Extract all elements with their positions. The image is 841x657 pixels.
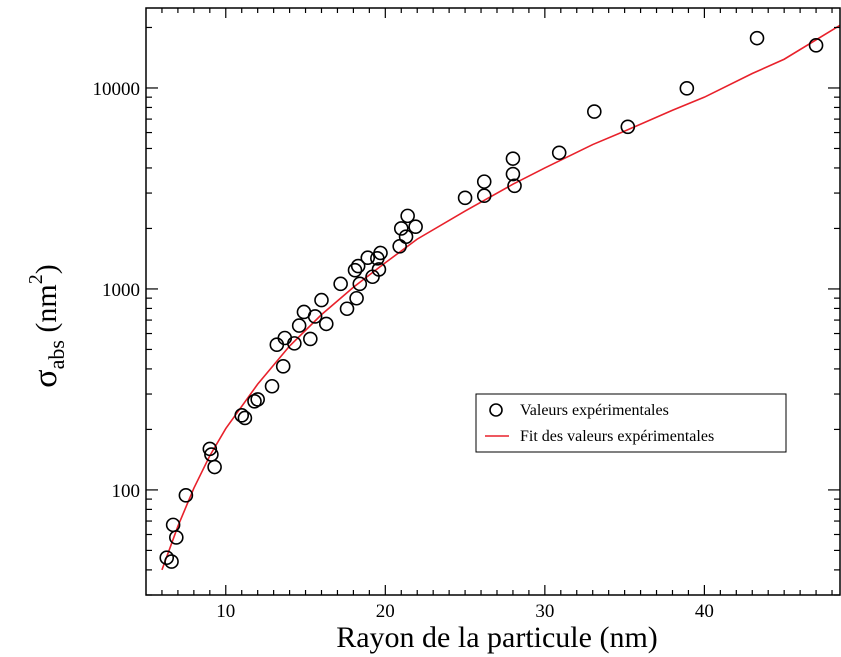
axes: 10 20 30 40 100 1000 10000: [93, 7, 841, 622]
data-point: [247, 394, 262, 409]
legend-box: [475, 393, 787, 453]
legend-label-fit: Fit des valeurs expérimentales: [520, 428, 714, 445]
data-point: [507, 178, 522, 194]
data-point: [277, 330, 293, 346]
y-axis-title-subscript: abs: [44, 340, 69, 369]
data-point: [275, 359, 291, 374]
data-point: [237, 410, 253, 426]
data-point: [339, 301, 355, 317]
data-point: [318, 316, 334, 332]
data-point: [505, 151, 521, 166]
data-point: [303, 331, 318, 347]
data-point: [505, 166, 521, 182]
data-point: [393, 221, 409, 236]
data-point: [250, 392, 265, 407]
x-tick-label: 20: [376, 601, 395, 622]
x-axis-title: Rayon de la particule (nm): [336, 621, 658, 654]
data-point: [408, 219, 423, 235]
y-axis-title-unit: (nm: [30, 284, 63, 340]
data-point: [400, 208, 415, 224]
y-tick-label: 1000: [102, 280, 140, 301]
y-tick-label: 10000: [93, 79, 141, 100]
data-point: [371, 262, 387, 277]
data-point: [291, 318, 307, 333]
data-point: [749, 30, 765, 46]
data-point: [476, 188, 492, 204]
fit-curve: [161, 24, 840, 571]
data-point: [164, 554, 179, 569]
data-point: [178, 488, 194, 503]
y-axis-title-symbol: σ: [27, 369, 64, 387]
data-point: [476, 174, 492, 189]
data-point: [307, 309, 323, 324]
data-point: [287, 336, 302, 351]
data-point: [350, 258, 366, 274]
data-point: [159, 550, 175, 565]
data-point: [620, 119, 636, 135]
svg-text:σabs (nm2): σabs (nm2): [25, 264, 69, 387]
x-tick-label: 30: [535, 601, 554, 622]
data-point: [202, 441, 218, 457]
data-point: [587, 104, 602, 119]
data-point: [269, 337, 285, 352]
data-point: [679, 81, 695, 96]
data-point: [349, 290, 364, 306]
y-tick-label: 100: [112, 481, 141, 502]
data-point: [333, 276, 348, 292]
x-tick-label: 10: [216, 601, 235, 622]
data-point: [551, 145, 567, 161]
data-point: [360, 250, 376, 266]
legend-label-experimental: Valeurs expérimentales: [520, 402, 669, 419]
data-point: [207, 459, 222, 475]
x-tick-label: 40: [695, 601, 714, 622]
data-point: [314, 292, 329, 308]
y-axis-title: σabs (nm2): [25, 264, 69, 387]
legend-marker-circle: [489, 403, 503, 417]
data-point: [398, 229, 414, 244]
plot-frame: [145, 7, 841, 596]
plot-area: [159, 24, 840, 571]
y-axis-title-exponent: 2: [25, 274, 47, 284]
y-axis-title-unit-close: ): [30, 264, 63, 274]
data-point: [352, 276, 368, 292]
legend: Valeurs expérimentales Fit des valeurs e…: [475, 393, 787, 453]
data-point: [264, 378, 280, 394]
data-point: [392, 239, 407, 254]
data-point: [457, 190, 473, 206]
data-point: [373, 245, 388, 261]
data-point: [347, 262, 363, 278]
data-point: [808, 38, 824, 53]
data-point: [234, 408, 250, 423]
data-point: [169, 530, 184, 545]
